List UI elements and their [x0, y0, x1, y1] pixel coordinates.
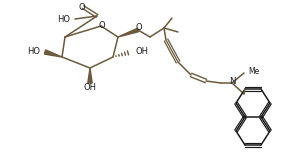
Polygon shape: [118, 28, 139, 37]
Text: O: O: [79, 3, 85, 13]
Text: N: N: [229, 76, 235, 86]
Text: HO: HO: [57, 15, 70, 23]
Polygon shape: [88, 68, 92, 83]
Text: Me: Me: [248, 67, 259, 75]
Text: O: O: [99, 21, 105, 30]
Text: HO: HO: [27, 46, 40, 55]
Text: OH: OH: [136, 46, 149, 55]
Text: OH: OH: [83, 83, 96, 92]
Polygon shape: [44, 50, 62, 57]
Text: O: O: [136, 23, 142, 32]
